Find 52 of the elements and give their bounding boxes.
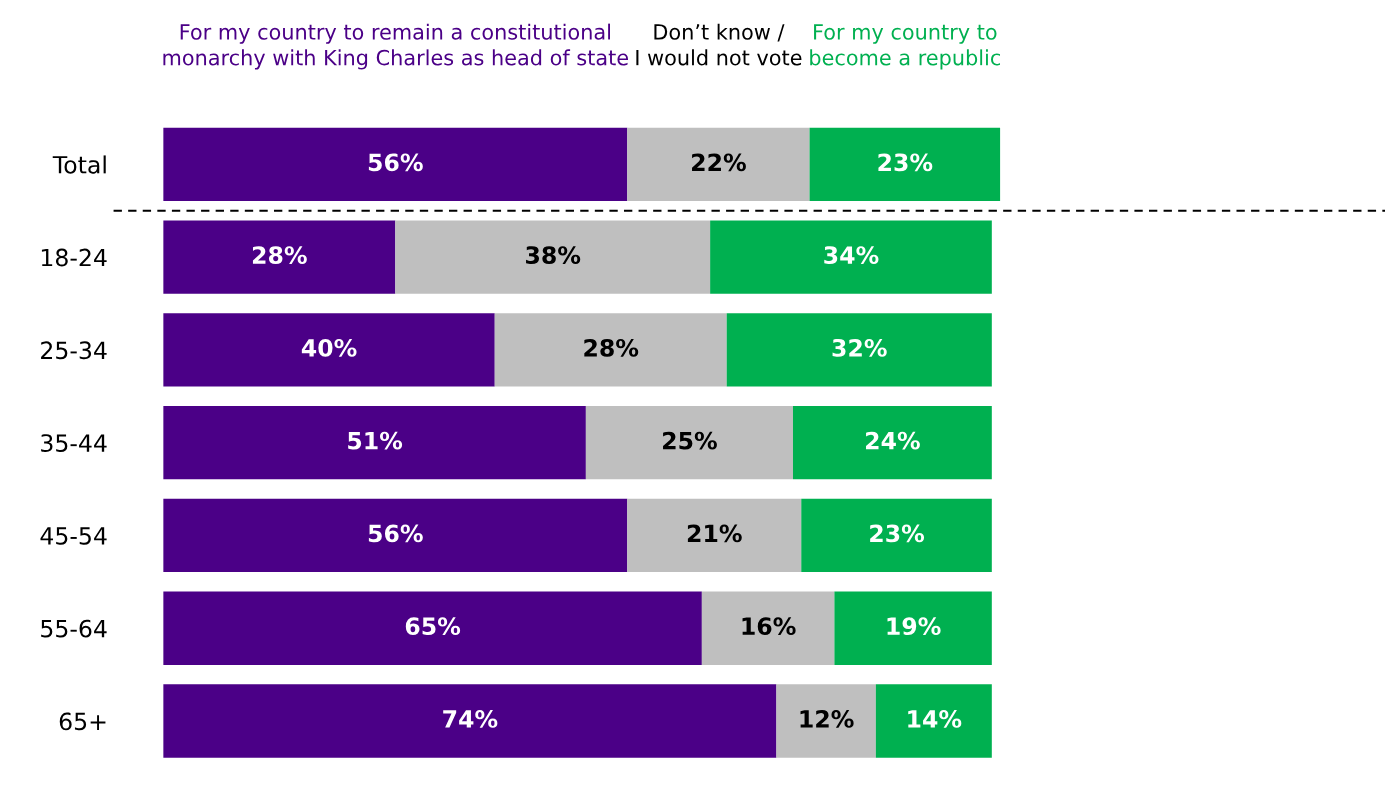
y-tick-label: 18-24: [41, 248, 107, 267]
bar: [627, 498, 802, 573]
data-label: 14%: [908, 709, 962, 728]
bar: [395, 220, 711, 294]
bar: [627, 127, 810, 202]
y-tick-label: 35-44: [41, 434, 107, 452]
bar: [585, 406, 793, 480]
y-tick-label: 55-64: [41, 619, 107, 638]
text: For my country to remain a constitutional monarchy with King Charles as head of state: [163, 23, 628, 70]
data-label: 23%: [870, 524, 925, 543]
data-label: 38%: [526, 246, 581, 265]
data-label: 23%: [878, 153, 933, 172]
data-label: 21%: [687, 524, 742, 543]
data-label: 34%: [824, 246, 879, 265]
y-tick-label: 25-34: [41, 341, 107, 360]
bar: [710, 220, 992, 294]
bar: [801, 498, 992, 573]
data-label: 56%: [368, 524, 423, 543]
bar: [163, 498, 628, 573]
bar: [701, 591, 835, 665]
data-label: 28%: [584, 338, 639, 357]
data-label: 22%: [692, 153, 746, 172]
bar: [163, 406, 586, 480]
bar: [809, 127, 1001, 202]
bar: [726, 313, 992, 387]
text: For my country to become a republic: [810, 24, 1001, 70]
bar: [163, 127, 628, 202]
data-label: 16%: [742, 617, 796, 636]
y-tick-label: 65+: [59, 712, 106, 731]
data-label: 51%: [348, 431, 403, 450]
data-label: 32%: [832, 338, 887, 357]
y-tick-label: Total: [52, 155, 106, 174]
data-label: 19%: [887, 617, 941, 636]
data-label: 24%: [866, 431, 920, 450]
data-label: 40%: [301, 338, 357, 357]
bar: [163, 684, 777, 758]
data-label: 74%: [443, 709, 498, 728]
bar: [792, 406, 992, 480]
data-label: 25%: [663, 431, 717, 450]
bar: [163, 313, 495, 387]
bar: [776, 684, 876, 758]
bar: [163, 220, 396, 294]
bar: [163, 591, 702, 665]
data-label: 65%: [405, 617, 461, 636]
bar: [875, 684, 992, 758]
data-label: 56%: [368, 153, 423, 172]
bar: [834, 591, 992, 665]
data-label: 12%: [800, 709, 854, 728]
bar: [494, 313, 727, 387]
text: Don’t know / I would not vote: [636, 23, 802, 66]
y-tick-label: 45-54: [40, 527, 107, 545]
data-label: 28%: [252, 246, 307, 265]
